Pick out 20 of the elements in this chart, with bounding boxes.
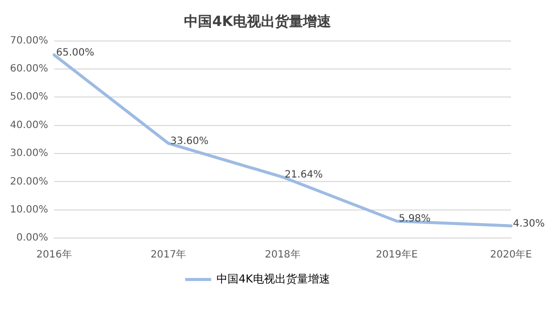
data-label: 33.60% [170,136,208,147]
y-tick-label: 50.00% [10,92,48,103]
x-tick-label: 2019年E [376,248,418,261]
x-tick-label: 2017年 [150,248,186,261]
x-tick-label: 2018年 [264,248,300,261]
y-tick-label: 10.00% [10,204,48,216]
y-tick-label: 30.00% [10,148,48,160]
y-tick-label: 40.00% [10,120,48,131]
data-label: 4.30% [513,218,545,230]
data-label: 5.98% [398,214,431,225]
data-label: 65.00% [56,47,94,58]
chart-title: 中国4K电视出货量增速 [184,13,332,30]
legend-label: 中国4K电视出货量增速 [216,272,330,286]
data-label: 21.64% [284,170,323,181]
y-tick-label: 0.00% [16,232,48,244]
x-tick-label: 2020年E [490,248,532,261]
y-tick-label: 20.00% [10,176,48,188]
x-tick-label: 2016年 [36,248,72,261]
y-tick-label: 60.00% [10,64,48,75]
y-tick-label: 70.00% [10,35,48,46]
